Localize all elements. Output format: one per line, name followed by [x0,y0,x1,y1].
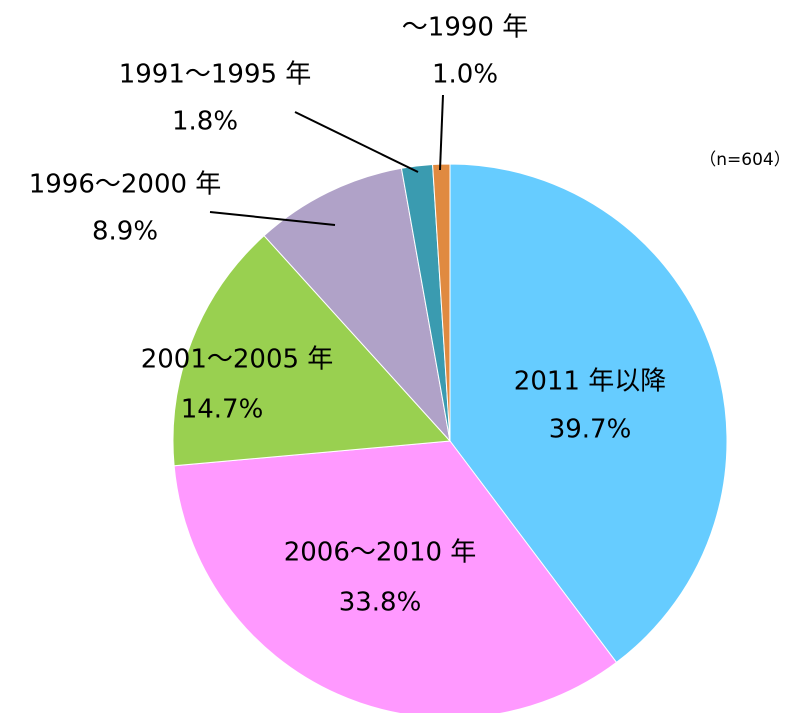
slice-label: 1991～1995 年 [119,60,312,90]
slice-label: ～1990 年 [402,13,528,43]
slice-value-label: 14.7% [181,395,264,425]
pie-slice [263,167,451,443]
slice-value-label: 1.8% [172,107,238,137]
leader-line [294,111,419,173]
slice-label: 1996～2000 年 [29,170,222,200]
slice-value-label: 8.9% [92,217,158,247]
pie-slice [173,440,618,713]
leader-line [209,211,336,226]
slice-label: 2006～2010 年 [284,538,477,568]
slice-value-label: 1.0% [432,60,498,90]
pie-slice [432,163,451,442]
slice-label: 2011 年以降 [514,367,666,397]
slice-value-label: 39.7% [549,415,632,445]
slice-value-label: 33.8% [339,588,422,618]
pie-slice [449,163,728,664]
sample-size: （n=604） [699,150,790,170]
slice-label: 2001～2005 年 [141,345,334,375]
leader-line [439,94,444,171]
pie-slice [172,234,452,467]
